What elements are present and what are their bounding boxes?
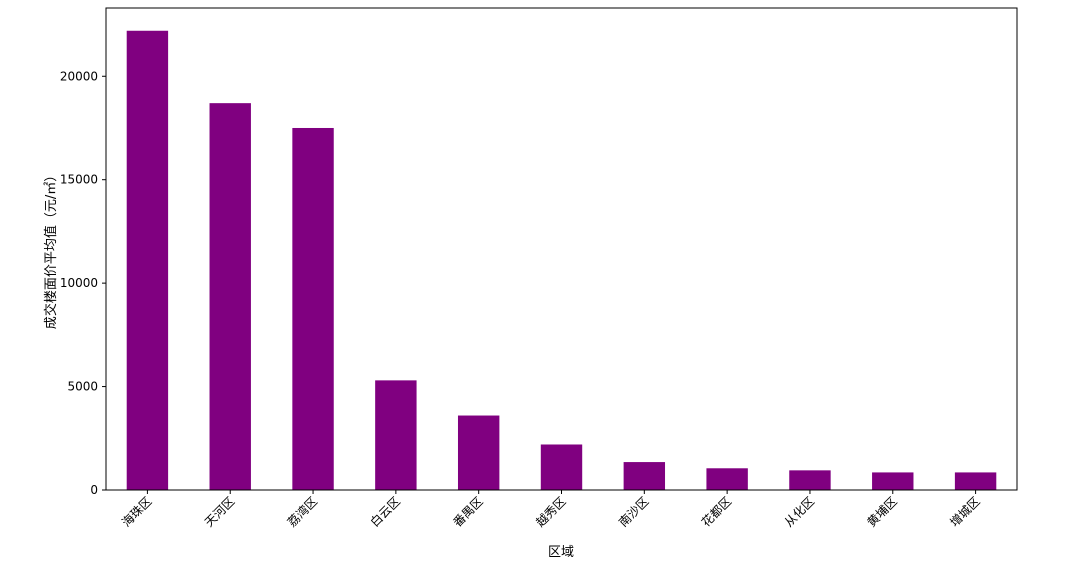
bar-5 <box>457 415 500 490</box>
bar-7 <box>623 462 666 490</box>
x-axis: 海珠区 天河区 荔湾区 白云区 番禺区 越秀区 南沙区 花都区 从化区 黄埔区 增城区 <box>118 490 983 530</box>
x-tick-label: 花都区 <box>698 494 734 530</box>
x-tick-label: 天河区 <box>202 494 237 529</box>
y-axis: 0 5000 10000 15000 20000 <box>60 69 106 497</box>
y-tick-label: 5000 <box>67 380 98 394</box>
bar-2 <box>209 103 251 490</box>
bar-1 <box>126 30 169 490</box>
bar-3 <box>292 127 334 490</box>
bar-4 <box>375 380 417 490</box>
y-tick-label: 0 <box>90 483 98 497</box>
bar-11 <box>954 472 997 490</box>
x-tick-label: 增城区 <box>947 494 982 529</box>
x-tick-label: 从化区 <box>782 494 817 529</box>
y-axis-label: 成交楼面价平均值（元/㎡） <box>43 169 59 329</box>
x-tick-label: 荔湾区 <box>284 494 320 530</box>
x-tick-label: 番禺区 <box>450 494 485 529</box>
bar-9 <box>789 470 831 490</box>
bars-group <box>126 30 997 490</box>
y-tick-label: 15000 <box>60 173 98 187</box>
x-tick-label: 黄埔区 <box>865 494 900 529</box>
x-axis-label: 区域 <box>548 545 574 560</box>
x-tick-label: 南沙区 <box>615 494 651 530</box>
bar-10 <box>872 472 914 490</box>
y-tick-label: 10000 <box>60 276 98 290</box>
y-tick-label: 20000 <box>60 69 98 83</box>
x-tick-label: 白云区 <box>367 494 403 530</box>
bar-6 <box>540 444 583 490</box>
bar-8 <box>706 468 748 490</box>
x-tick-label: 海珠区 <box>118 494 154 530</box>
x-tick-label: 越秀区 <box>533 494 568 529</box>
